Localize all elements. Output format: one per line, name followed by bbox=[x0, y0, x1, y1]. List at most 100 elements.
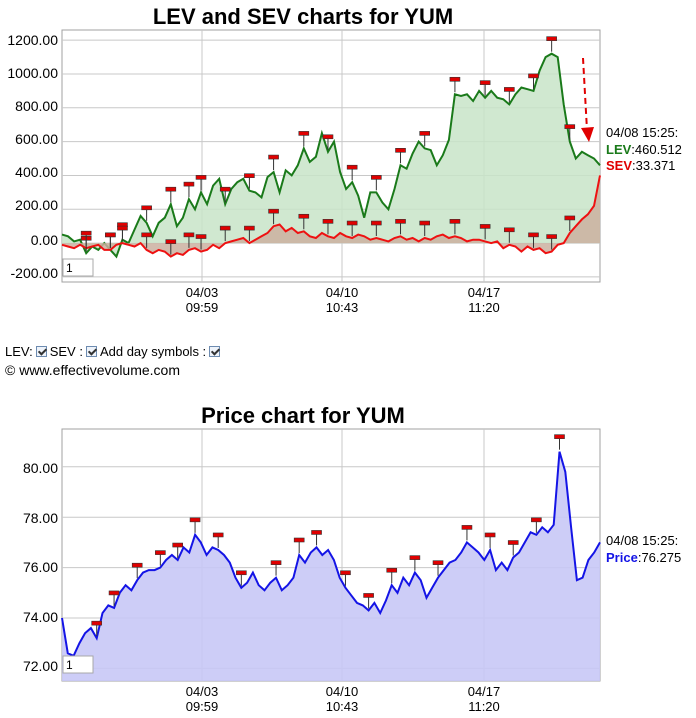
lev-period-input[interactable]: 1 bbox=[62, 258, 94, 277]
day-marker bbox=[212, 532, 224, 538]
day-marker bbox=[479, 224, 491, 229]
lev-y-axis: 1200.00 1000.00 800.00 600.00 400.00 200… bbox=[7, 32, 58, 281]
sev-toggle-label: SEV : bbox=[49, 344, 83, 359]
lev-checkbox[interactable] bbox=[35, 346, 47, 357]
day-marker bbox=[236, 570, 247, 576]
price-chart-title: Price chart for YUM bbox=[201, 403, 405, 428]
lev-x-tick-time: 10:43 bbox=[326, 300, 359, 315]
day-marker bbox=[395, 219, 406, 224]
copyright-text: © www.effectivevolume.com bbox=[5, 362, 181, 378]
day-marker bbox=[386, 567, 398, 573]
day-marker bbox=[432, 560, 444, 565]
lev-x-tick-date: 04/03 bbox=[186, 285, 219, 300]
day-symbols-label: Add day symbols : bbox=[99, 344, 207, 359]
lev-readout-label: LEV bbox=[606, 142, 632, 157]
day-marker bbox=[449, 219, 461, 224]
price-y-axis: 80.00 78.00 76.00 74.00 72.00 bbox=[23, 460, 58, 674]
lev-series-group bbox=[61, 36, 601, 259]
price-line bbox=[61, 451, 601, 658]
lev-sev-chart: LEV and SEV charts for YUM 1200.00 1000.… bbox=[7, 4, 682, 315]
lev-readout-value: 460.512 bbox=[635, 142, 682, 157]
price-period-input[interactable]: 1 bbox=[62, 655, 94, 674]
lev-x-tick-time: 09:59 bbox=[186, 300, 219, 315]
day-marker bbox=[298, 213, 310, 219]
day-marker bbox=[244, 173, 255, 178]
price-x-tick-date: 04/17 bbox=[468, 684, 501, 699]
day-marker bbox=[449, 76, 461, 82]
price-readout-time: 04/08 15:25: bbox=[606, 533, 678, 548]
day-marker bbox=[244, 225, 255, 231]
day-marker bbox=[268, 154, 279, 160]
price-y-tick-label: 76.00 bbox=[23, 559, 58, 575]
day-marker bbox=[183, 181, 195, 187]
lev-x-axis: 04/03 09:59 04/10 10:43 04/17 11:20 bbox=[186, 285, 501, 315]
sev-area bbox=[62, 175, 600, 257]
day-marker bbox=[346, 164, 358, 170]
day-marker bbox=[195, 234, 207, 239]
day-marker bbox=[371, 220, 382, 226]
sev-checkbox[interactable] bbox=[85, 346, 97, 357]
sev-line bbox=[61, 175, 601, 258]
day-marker bbox=[409, 555, 421, 560]
lev-x-tick-time: 11:20 bbox=[468, 300, 500, 315]
day-marker bbox=[298, 131, 310, 136]
lev-y-tick-label: 200.00 bbox=[15, 197, 58, 213]
day-marker bbox=[322, 219, 334, 224]
day-marker bbox=[270, 560, 282, 565]
price-x-tick-time: 09:59 bbox=[186, 699, 219, 714]
day-marker bbox=[395, 148, 406, 153]
day-symbols-checkbox[interactable] bbox=[209, 346, 221, 357]
day-marker bbox=[546, 234, 557, 239]
day-marker bbox=[141, 232, 152, 238]
day-marker bbox=[504, 227, 515, 233]
day-marker bbox=[105, 232, 116, 238]
svg-text:LEV:460.512: LEV:460.512 bbox=[606, 142, 682, 157]
day-marker bbox=[183, 232, 195, 238]
day-marker bbox=[461, 525, 473, 530]
day-marker bbox=[172, 542, 183, 548]
lev-x-tick-date: 04/17 bbox=[468, 285, 501, 300]
lev-y-tick-label: 1200.00 bbox=[7, 32, 58, 48]
price-readout: 04/08 15:25: Price:76.275 bbox=[606, 533, 681, 565]
lev-y-tick-label: -200.00 bbox=[11, 265, 59, 281]
trend-arrow bbox=[581, 57, 594, 142]
price-chart: Price chart for YUM 80.00 78.00 76.00 74… bbox=[23, 403, 681, 714]
day-marker bbox=[195, 175, 207, 180]
day-marker bbox=[363, 593, 374, 598]
day-marker bbox=[322, 134, 334, 140]
price-readout-label: Price bbox=[606, 550, 638, 565]
price-x-axis: 04/03 09:59 04/10 10:43 04/17 11:20 bbox=[186, 684, 501, 714]
day-marker bbox=[340, 570, 351, 576]
day-marker bbox=[419, 220, 430, 226]
price-series-group bbox=[61, 434, 601, 681]
lev-toggle-label: LEV: bbox=[5, 344, 33, 359]
lev-readout: 04/08 15:25: LEV:460.512 SEV:33.371 bbox=[606, 125, 682, 173]
day-marker bbox=[91, 620, 103, 626]
day-marker bbox=[504, 87, 515, 92]
lev-chart-title: LEV and SEV charts for YUM bbox=[153, 4, 453, 29]
day-marker bbox=[564, 124, 576, 129]
day-marker bbox=[155, 550, 166, 555]
day-marker bbox=[219, 186, 231, 192]
day-marker bbox=[554, 434, 565, 439]
day-marker bbox=[117, 225, 128, 231]
day-marker bbox=[528, 73, 539, 79]
day-marker bbox=[564, 215, 576, 221]
day-marker bbox=[484, 532, 496, 538]
day-marker bbox=[311, 530, 322, 535]
chart-controls: LEV: SEV : Add day symbols : bbox=[5, 344, 223, 359]
svg-text:Price:76.275: Price:76.275 bbox=[606, 550, 681, 565]
day-marker bbox=[165, 186, 177, 192]
day-marker bbox=[141, 205, 152, 211]
lev-x-tick-date: 04/10 bbox=[326, 285, 359, 300]
day-marker bbox=[371, 175, 382, 180]
day-marker bbox=[131, 562, 143, 568]
day-marker bbox=[346, 220, 358, 226]
day-marker bbox=[528, 232, 539, 238]
day-marker bbox=[189, 517, 201, 523]
lev-y-tick-label: 0.00 bbox=[31, 232, 58, 248]
day-marker bbox=[108, 590, 120, 596]
lev-period-value: 1 bbox=[66, 261, 73, 275]
price-readout-value: 76.275 bbox=[641, 550, 681, 565]
sev-readout-label: SEV bbox=[606, 158, 632, 173]
